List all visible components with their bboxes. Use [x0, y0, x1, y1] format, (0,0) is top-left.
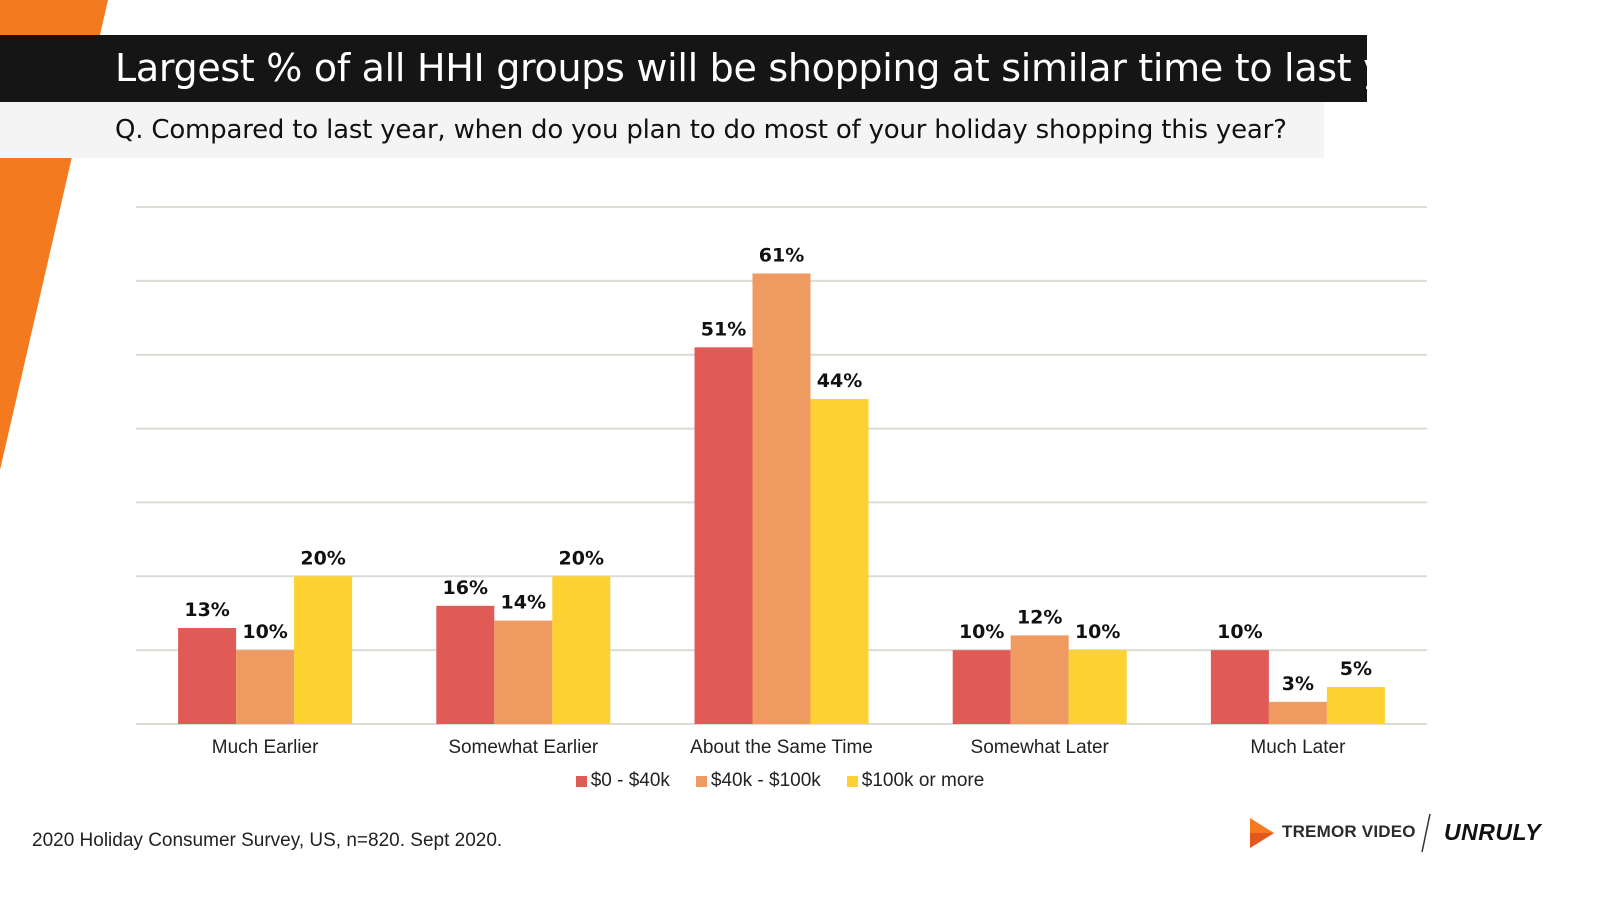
- bar: [1010, 635, 1069, 724]
- bar: [552, 576, 611, 724]
- data-label: 12%: [1017, 606, 1062, 628]
- legend-swatch: [695, 775, 707, 787]
- data-label: 20%: [300, 547, 345, 569]
- brand-logos: TREMOR VIDEO UNRULY: [1244, 812, 1544, 854]
- data-label: 20%: [559, 547, 604, 569]
- data-label: 13%: [184, 599, 229, 621]
- logo-divider: [1421, 813, 1431, 853]
- data-label: 10%: [959, 621, 1004, 643]
- legend-label: $40k - $100k: [710, 770, 821, 791]
- category-label: Much Earlier: [212, 737, 319, 758]
- data-label: 44%: [817, 370, 862, 392]
- bar-chart: 13% 10% 20% 16% 14% 20% 51% 61% 44% 10% 12% 10% 10% 3…: [136, 206, 1427, 758]
- data-label: 10%: [242, 621, 287, 643]
- bar: [1068, 650, 1127, 724]
- bar: [1210, 650, 1269, 724]
- data-labels: 13% 10% 20% 16% 14% 20% 51% 61% 44% 10% 12% 10% 10% 3…: [184, 244, 1372, 694]
- legend-label: $100k or more: [861, 770, 985, 791]
- category-label: Somewhat Earlier: [448, 737, 599, 758]
- data-label: 3%: [1282, 673, 1314, 695]
- category-label: Somewhat Later: [971, 737, 1110, 758]
- data-label: 61%: [759, 244, 804, 266]
- bar: [694, 347, 753, 724]
- bar: [1268, 701, 1327, 724]
- tremor-video-logo: TREMOR VIDEO: [1282, 822, 1416, 841]
- legend-swatch: [846, 775, 858, 787]
- bar: [236, 650, 295, 724]
- legend-item: $0 - $40k: [575, 770, 670, 792]
- survey-question: Q. Compared to last year, when do you pl…: [0, 102, 1324, 158]
- bar: [494, 620, 553, 724]
- tremor-play-icon-shade: [1250, 833, 1274, 848]
- category-label: Much Later: [1250, 737, 1346, 758]
- bar: [178, 627, 237, 724]
- data-label: 10%: [1075, 621, 1120, 643]
- bar: [294, 576, 353, 724]
- logo-graphics: [1250, 813, 1431, 853]
- unruly-logo: UNRULY: [1444, 819, 1542, 845]
- data-label: 10%: [1217, 621, 1262, 643]
- legend-item: $100k or more: [846, 770, 985, 792]
- legend-label: $0 - $40k: [590, 770, 670, 791]
- legend-swatch: [575, 775, 587, 787]
- data-label: 5%: [1340, 658, 1372, 680]
- category-label: About the Same Time: [690, 737, 873, 758]
- bar: [810, 399, 869, 724]
- bar: [952, 650, 1011, 724]
- page-title: Largest % of all HHI groups will be shop…: [0, 35, 1447, 102]
- data-label: 16%: [443, 577, 488, 599]
- bar: [752, 273, 811, 724]
- data-label: 51%: [701, 318, 746, 340]
- bar: [1326, 687, 1385, 724]
- data-label: 14%: [501, 592, 546, 614]
- chart-legend: $0 - $40k $40k - $100k $100k or more: [0, 770, 1560, 792]
- bar: [436, 605, 495, 724]
- legend-item: $40k - $100k: [695, 770, 821, 792]
- bars: [178, 273, 1385, 724]
- footnote: 2020 Holiday Consumer Survey, US, n=820.…: [32, 830, 503, 851]
- category-axis: Much Earlier Somewhat Earlier About the Sa…: [212, 737, 1346, 758]
